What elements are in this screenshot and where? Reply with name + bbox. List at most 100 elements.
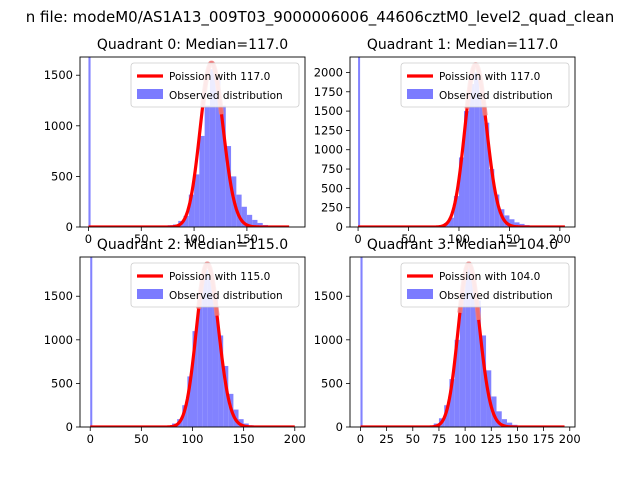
panel-title: Quadrant 0: Median=117.0: [97, 37, 288, 53]
y-tick-label: 1000: [44, 333, 73, 347]
legend-box: [130, 262, 300, 308]
histogram-bar: [236, 194, 242, 227]
legend-label-observed: Observed distribution: [439, 90, 553, 102]
y-tick-label: 0: [66, 220, 73, 234]
histogram-bar: [358, 57, 361, 227]
histogram-bar: [459, 296, 466, 427]
histogram-bar: [223, 365, 229, 427]
histogram-bar: [188, 194, 195, 227]
y-tick-label: 1250: [314, 123, 343, 137]
panel-title: Quadrant 3: Median=104.0: [367, 237, 558, 253]
legend-label-poisson: Poission with 104.0: [439, 271, 540, 283]
y-tick-label: 500: [51, 169, 73, 183]
histogram-bar: [469, 84, 475, 227]
histogram-bar: [474, 72, 480, 227]
x-tick-label: 200: [549, 232, 571, 246]
legend-label-poisson: Poission with 115.0: [169, 271, 270, 283]
legend-box: [400, 262, 570, 308]
y-tick-label: 750: [321, 162, 343, 176]
histogram-bar: [448, 217, 454, 227]
x-tick-label: 150: [236, 232, 258, 246]
y-tick-label: 1000: [44, 119, 73, 133]
histogram-bar: [479, 91, 485, 227]
poisson-curve: [357, 63, 566, 227]
legend-label-poisson: Poission with 117.0: [169, 71, 270, 83]
legend-bar-swatch: [407, 89, 433, 99]
legend: Poission with 104.0 Observed distribution: [400, 262, 570, 308]
subplot-quadrant-0: Quadrant 0: Median=117.00 50 100 1500500100…: [44, 37, 306, 246]
histogram-bar: [475, 300, 481, 427]
histogram-bar: [187, 376, 193, 427]
histogram-bar: [204, 105, 210, 227]
x-tick-label: 100: [454, 432, 476, 446]
histogram-bar: [509, 219, 515, 227]
y-tick-label: 1500: [314, 104, 343, 118]
legend-bar-swatch: [137, 89, 163, 99]
x-tick-label: 100: [183, 232, 205, 246]
histogram-bar: [192, 331, 198, 427]
subplot-quadrant-3: Quadrant 3: Median=104.0 0 25 50 75 100 125 150…: [314, 237, 581, 446]
legend-bar-swatch: [137, 289, 163, 299]
y-tick-label: 0: [66, 420, 73, 434]
histogram-bar: [465, 267, 471, 427]
y-tick-label: 0: [336, 220, 343, 234]
histogram-bar: [444, 405, 450, 427]
histogram-bar: [494, 194, 500, 227]
y-tick-label: 500: [51, 376, 73, 390]
panel-title: Quadrant 1: Median=117.0: [367, 37, 558, 53]
histogram-bar: [496, 411, 502, 427]
histogram-bar: [88, 57, 91, 227]
legend-label-observed: Observed distribution: [439, 290, 553, 302]
histogram-bar: [215, 77, 221, 227]
histogram-bar: [246, 214, 253, 227]
legend: Poission with 115.0 Observed distribution: [130, 262, 300, 308]
y-tick-label: 500: [321, 376, 343, 390]
y-tick-label: 250: [321, 201, 343, 215]
histogram-bar: [212, 296, 219, 427]
x-tick-label: 100: [448, 232, 470, 246]
histogram-bar: [454, 339, 460, 427]
y-tick-label: 0: [336, 420, 343, 434]
histogram-bar: [197, 296, 203, 427]
x-tick-label: 50: [401, 232, 416, 246]
legend-label-poisson: Poission with 117.0: [439, 71, 540, 83]
histogram-bar: [209, 69, 216, 227]
y-tick-label: 1500: [44, 68, 73, 82]
histogram-bar: [464, 111, 470, 227]
legend-label-observed: Observed distribution: [169, 90, 283, 102]
figure-suptitle: n file: modeM0/AS1A13_009T03_9000006006_…: [26, 8, 615, 27]
histogram-bar: [257, 222, 263, 227]
x-tick-label: 0: [357, 432, 364, 446]
x-tick-label: 200: [284, 432, 306, 446]
y-tick-label: 500: [321, 181, 343, 195]
histogram-bar: [480, 335, 487, 427]
x-tick-label: 125: [480, 432, 502, 446]
y-tick-label: 1500: [314, 289, 343, 303]
histogram-bar: [470, 278, 476, 427]
x-tick-label: 150: [233, 432, 255, 446]
x-tick-label: 25: [379, 432, 394, 446]
axes-frame: [79, 56, 306, 228]
histogram-bar: [90, 257, 93, 427]
histogram-bar: [182, 405, 188, 427]
y-tick-label: 1750: [314, 85, 343, 99]
legend-box: [400, 62, 570, 108]
subplot-grid: Quadrant 0: Median=117.00 50 100 1500500100…: [44, 37, 581, 446]
histogram-bar: [202, 270, 208, 427]
histogram-bar: [183, 215, 189, 227]
histogram-bar: [449, 379, 455, 427]
histogram-bar: [225, 146, 232, 227]
legend: Poission with 117.0 Observed distribution: [400, 62, 570, 108]
y-tick-label: 2000: [314, 65, 343, 79]
histogram-bar: [220, 105, 226, 227]
y-tick-label: 1500: [44, 289, 73, 303]
x-tick-label: 0: [85, 232, 92, 246]
histogram-bar: [484, 122, 490, 227]
histogram-bar: [514, 222, 520, 227]
axes-frame: [349, 56, 576, 228]
legend-box: [130, 62, 300, 108]
panel-title: Quadrant 2: Median=115.0: [97, 237, 288, 253]
histogram-bar: [360, 257, 363, 427]
histogram-bar: [501, 419, 507, 427]
